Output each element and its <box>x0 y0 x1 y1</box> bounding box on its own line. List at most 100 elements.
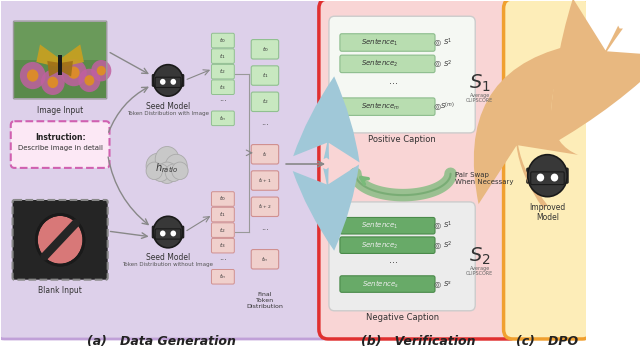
Circle shape <box>160 231 166 237</box>
FancyBboxPatch shape <box>13 200 108 280</box>
FancyBboxPatch shape <box>252 250 278 269</box>
FancyBboxPatch shape <box>340 55 435 73</box>
FancyBboxPatch shape <box>531 172 564 184</box>
FancyBboxPatch shape <box>211 111 234 126</box>
Text: Seed Model: Seed Model <box>146 253 190 262</box>
FancyBboxPatch shape <box>179 75 184 86</box>
Text: Token Distribution with Image: Token Distribution with Image <box>127 111 209 116</box>
FancyBboxPatch shape <box>252 197 278 217</box>
FancyBboxPatch shape <box>155 229 181 239</box>
Text: $S^2$: $S^2$ <box>443 58 452 70</box>
Text: ◎: ◎ <box>433 221 440 230</box>
FancyBboxPatch shape <box>211 270 234 284</box>
Polygon shape <box>47 61 60 77</box>
Circle shape <box>20 62 45 89</box>
Circle shape <box>41 70 65 95</box>
Text: $t_n$: $t_n$ <box>262 255 268 264</box>
Text: $S_1$: $S_1$ <box>469 73 491 94</box>
Text: (b)   Verification: (b) Verification <box>362 335 476 348</box>
Text: ···: ··· <box>261 121 269 131</box>
Circle shape <box>172 162 188 180</box>
Circle shape <box>153 216 183 248</box>
Polygon shape <box>60 61 73 77</box>
Circle shape <box>36 215 84 265</box>
FancyBboxPatch shape <box>252 145 278 164</box>
Circle shape <box>97 66 106 76</box>
Circle shape <box>153 65 183 96</box>
FancyBboxPatch shape <box>252 66 278 85</box>
Text: ◎: ◎ <box>433 38 440 47</box>
Text: $t_{i+1}$: $t_{i+1}$ <box>258 176 271 185</box>
FancyBboxPatch shape <box>11 121 109 168</box>
Text: $S^2$: $S^2$ <box>443 239 452 251</box>
Circle shape <box>27 69 38 82</box>
Circle shape <box>84 75 94 86</box>
FancyBboxPatch shape <box>340 276 435 292</box>
Circle shape <box>146 162 163 180</box>
Text: ◎: ◎ <box>433 280 440 288</box>
Circle shape <box>146 153 170 178</box>
FancyBboxPatch shape <box>340 237 435 253</box>
Text: $t_1$: $t_1$ <box>220 210 227 219</box>
Text: $t_{i+2}$: $t_{i+2}$ <box>259 202 271 211</box>
Text: (a)   Data Generation: (a) Data Generation <box>87 335 236 348</box>
FancyBboxPatch shape <box>152 226 157 238</box>
Text: $t_1$: $t_1$ <box>220 52 227 61</box>
Text: $t_n$: $t_n$ <box>220 272 227 281</box>
Text: $t_2$: $t_2$ <box>220 226 227 234</box>
FancyBboxPatch shape <box>329 202 476 311</box>
FancyBboxPatch shape <box>211 33 234 48</box>
Text: Positive Caption: Positive Caption <box>368 135 436 144</box>
FancyBboxPatch shape <box>252 40 278 59</box>
FancyBboxPatch shape <box>0 0 332 339</box>
FancyBboxPatch shape <box>252 92 278 112</box>
Text: Image Input: Image Input <box>37 106 83 115</box>
Bar <box>58 55 62 75</box>
Text: $t_n$: $t_n$ <box>220 114 227 123</box>
Circle shape <box>551 174 558 182</box>
FancyBboxPatch shape <box>211 192 234 206</box>
FancyBboxPatch shape <box>252 171 278 190</box>
FancyBboxPatch shape <box>211 49 234 63</box>
Circle shape <box>152 164 169 182</box>
Text: Final
Token
Distribution: Final Token Distribution <box>246 292 284 309</box>
Text: (c)   DPO: (c) DPO <box>516 335 579 348</box>
Text: Instruction:: Instruction: <box>35 133 85 142</box>
Text: ◎: ◎ <box>433 60 440 68</box>
Text: Negative Caption: Negative Caption <box>365 313 438 322</box>
FancyBboxPatch shape <box>211 80 234 94</box>
Bar <box>15 22 106 98</box>
Text: $t_0$: $t_0$ <box>220 195 227 203</box>
FancyBboxPatch shape <box>211 238 234 253</box>
FancyBboxPatch shape <box>211 223 234 237</box>
FancyBboxPatch shape <box>179 226 184 238</box>
Text: ···: ··· <box>389 79 398 89</box>
Text: $S^1$: $S^1$ <box>443 220 452 231</box>
Circle shape <box>170 231 176 237</box>
Text: $t_2$: $t_2$ <box>262 97 268 106</box>
Circle shape <box>157 162 177 183</box>
Text: $Sentence_2$: $Sentence_2$ <box>362 58 399 70</box>
Text: ···: ··· <box>261 226 269 236</box>
Text: Token Distribution without Image: Token Distribution without Image <box>122 262 214 267</box>
Text: Pair Swap
When Necessary: Pair Swap When Necessary <box>455 172 514 185</box>
Text: $S^{(m)}$: $S^{(m)}$ <box>440 101 455 112</box>
FancyBboxPatch shape <box>340 217 435 234</box>
FancyBboxPatch shape <box>527 168 534 183</box>
FancyBboxPatch shape <box>319 0 518 339</box>
FancyBboxPatch shape <box>561 168 568 183</box>
Text: Blank Input: Blank Input <box>38 286 82 294</box>
Text: ···: ··· <box>219 256 227 265</box>
Text: $t_1$: $t_1$ <box>262 71 268 80</box>
Text: $Sentence_2$: $Sentence_2$ <box>362 239 399 251</box>
Text: $t_3$: $t_3$ <box>220 83 227 92</box>
Circle shape <box>170 79 176 85</box>
Text: $t_3$: $t_3$ <box>220 241 227 250</box>
Circle shape <box>47 77 58 88</box>
Text: ◎: ◎ <box>433 241 440 250</box>
Polygon shape <box>36 44 60 67</box>
Circle shape <box>165 154 188 177</box>
Text: $Sentence_1$: $Sentence_1$ <box>362 220 399 231</box>
Text: Seed Model: Seed Model <box>146 102 190 111</box>
Text: ◎: ◎ <box>433 102 440 111</box>
